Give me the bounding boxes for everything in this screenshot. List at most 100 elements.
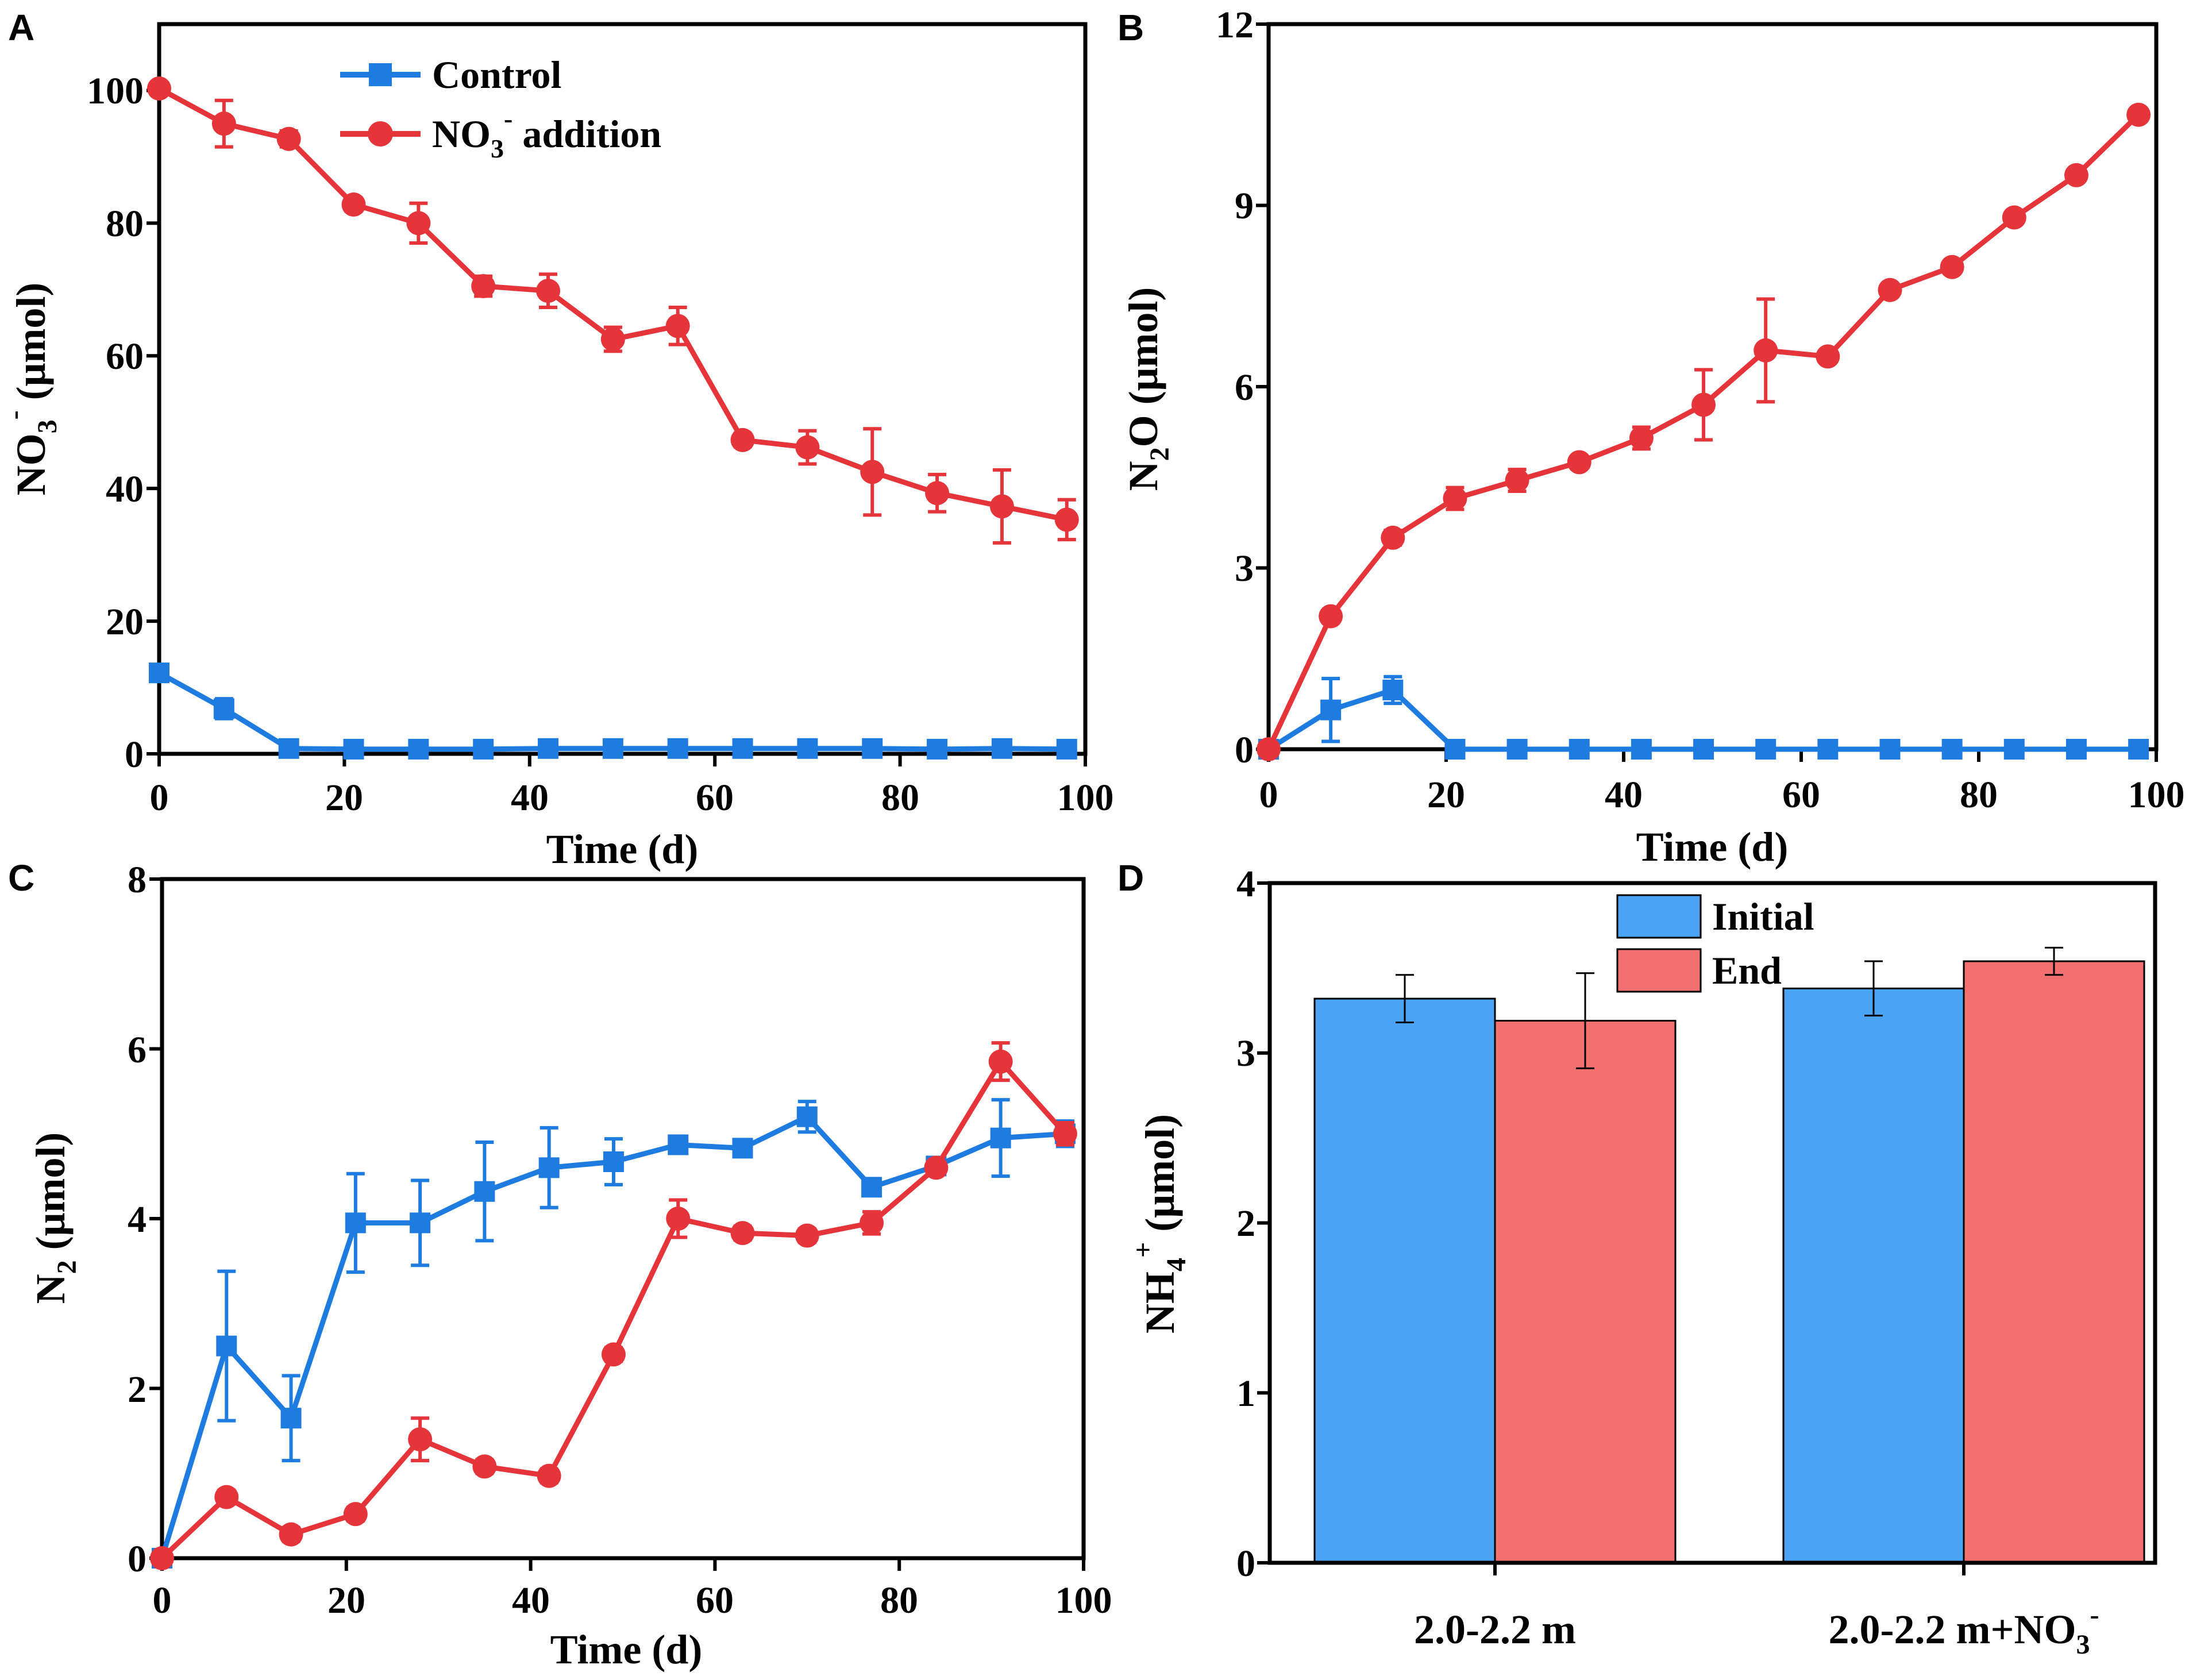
panel-c-nitrate-point [601, 1342, 626, 1367]
panel-a-control-point [862, 738, 883, 759]
panel-a-series [147, 76, 1079, 760]
panel-c-y-tick-label: 6 [128, 1029, 147, 1071]
panel-c-x-axis-title: Time (d) [550, 1627, 703, 1673]
panel-b-y-tick-label: 3 [1235, 548, 1254, 589]
panel-c-control-point [538, 1157, 560, 1178]
panel-a-ticks [147, 88, 1087, 766]
panel-b-control-point [2003, 739, 2025, 760]
panel-b-ticks [1256, 22, 2158, 762]
panel-d-ticks [1257, 881, 1966, 1575]
panel-b-control-point [1879, 739, 1901, 760]
panel-a-nitrate-point [276, 126, 301, 151]
panel-c-x-tick-labels: 0 20 40 60 80 100 [153, 1579, 1112, 1621]
panel-b-y-axis-title: N2O (μmol) [1120, 287, 1175, 491]
panel-c-x-tick-label: 40 [512, 1579, 550, 1621]
panel-a-nitrate-point [665, 314, 690, 338]
panel-a-y-tick-label: 60 [106, 336, 144, 377]
panel-c-x-tick-label: 80 [880, 1579, 918, 1621]
panel-c-control-point [796, 1106, 818, 1127]
panel-a-control-point [667, 738, 688, 759]
panel-letter-d: D [1117, 857, 1144, 899]
panel-c-control-point [668, 1134, 689, 1155]
panel-b-control-point [2128, 739, 2149, 760]
panel-a: 0 20 40 60 80 100 0 20 40 60 80 100 Time… [0, 22, 1114, 872]
legend-end-swatch [1616, 948, 1702, 993]
panel-a-control-point [473, 738, 494, 760]
panel-d: 0 1 2 3 4 2.0-2.2 m 2.0-2.2 m+NO3- NH4+ … [1128, 863, 2157, 1660]
panel-b-nitrate-point [2002, 205, 2026, 230]
panel-a-nitrate-point [1054, 507, 1079, 532]
panel-letter-c: C [8, 857, 34, 899]
panel-a-nitrate-point [536, 279, 561, 303]
panel-a-control-point [149, 662, 169, 684]
panel-a-x-axis-title: Time (d) [546, 826, 699, 872]
panel-c-y-tick-labels: 0 2 4 6 8 [128, 859, 147, 1580]
panel-c-nitrate-point [860, 1211, 884, 1235]
legend-control-marker [369, 63, 392, 86]
panel-a-x-tick-label: 100 [1057, 777, 1114, 819]
panel-letter-a: A [8, 7, 34, 48]
panel-d-initial-bar [1313, 997, 1496, 1564]
panel-b-control-point [1941, 739, 1963, 760]
panel-a-nitrate-point [860, 460, 885, 484]
panel-c-x-tick-label: 100 [1055, 1579, 1112, 1621]
panel-b-nitrate-point [1319, 604, 1343, 629]
panel-b-control-point [1320, 699, 1342, 720]
panel-b-x-axis-title: Time (d) [1636, 824, 1789, 870]
panel-d-end-bar [1494, 1020, 1677, 1564]
panel-b-x-tick-label: 20 [1427, 774, 1465, 816]
panel-b-nitrate-point [1816, 344, 1840, 369]
panel-d-bars [1313, 946, 2145, 1564]
panel-b-nitrate-point [2126, 102, 2151, 127]
panel-b-nitrate-point [1567, 450, 1591, 475]
panel-d-category-label: 2.0-2.2 m+NO3- [1829, 1600, 2099, 1660]
panel-a-x-tick-label: 60 [696, 777, 734, 819]
panel-a-nitrate-point [795, 435, 820, 460]
panel-b-nitrate-point [1754, 338, 1778, 363]
panel-c-nitrate-point [988, 1049, 1013, 1074]
panel-d-legend: Initial End [1616, 894, 1814, 993]
panel-c-nitrate-point [472, 1454, 497, 1479]
panel-b-control-point [1631, 739, 1652, 760]
panel-a-x-tick-labels: 0 20 40 60 80 100 [150, 777, 1114, 819]
panel-d-y-tick-label: 3 [1236, 1032, 1255, 1074]
panel-a-y-tick-label: 40 [106, 468, 144, 510]
legend-nitrate-marker [368, 121, 393, 147]
panel-a-control-point [278, 738, 299, 759]
panel-a-nitrate-point [211, 111, 236, 136]
panel-c-x-tick-label: 60 [696, 1579, 734, 1621]
panel-b-control-point [1506, 739, 1528, 760]
panel-c-control-point [990, 1127, 1011, 1149]
panel-a-nitrate-point [471, 274, 496, 299]
panel-c-nitrate-point [214, 1485, 239, 1509]
panel-c-x-tick-label: 0 [153, 1579, 172, 1621]
panel-b-x-tick-label: 40 [1605, 774, 1643, 816]
panel-a-nitrate-point [989, 494, 1014, 519]
legend-nitrate-label: NO3- addition [432, 104, 661, 163]
panel-d-y-tick-labels: 0 1 2 3 4 [1236, 863, 1255, 1585]
panel-c-y-tick-label: 0 [128, 1538, 147, 1580]
panel-c-nitrate-line [160, 1059, 1068, 1560]
panel-d-y-tick-label: 1 [1236, 1373, 1255, 1415]
panel-a-control-point [602, 738, 623, 759]
panel-c-nitrate-point [408, 1427, 433, 1452]
panel-a-y-axis-title: NO3- (μmol) [0, 283, 63, 496]
panel-c-nitrate-point [150, 1546, 174, 1570]
panel-b-nitrate-point [1878, 278, 1902, 302]
panel-a-control-point [732, 738, 753, 759]
panel-b-nitrate-point [1629, 426, 1654, 450]
panel-b-nitrate-point [1505, 468, 1529, 493]
panel-a-legend: Control NO3- addition [340, 53, 661, 163]
panel-c: 0 20 40 60 80 100 0 2 4 6 8 Time (d) N2 … [28, 859, 1112, 1673]
panel-c-control-point [280, 1408, 302, 1429]
panel-c-control-point [732, 1138, 753, 1159]
panel-b: 0 20 40 60 80 100 0 3 6 9 12 Time (d) N2… [1120, 4, 2185, 870]
panel-d-category-label: 2.0-2.2 m [1414, 1606, 1576, 1652]
legend-initial-swatch [1616, 894, 1702, 939]
panel-a-x-tick-label: 80 [881, 777, 919, 819]
panel-c-x-tick-label: 20 [327, 1579, 365, 1621]
panel-a-nitrate-point [341, 192, 366, 217]
panel-c-y-tick-label: 8 [128, 859, 147, 901]
panel-b-control-point [2065, 739, 2087, 760]
panel-a-control-point [797, 738, 818, 759]
